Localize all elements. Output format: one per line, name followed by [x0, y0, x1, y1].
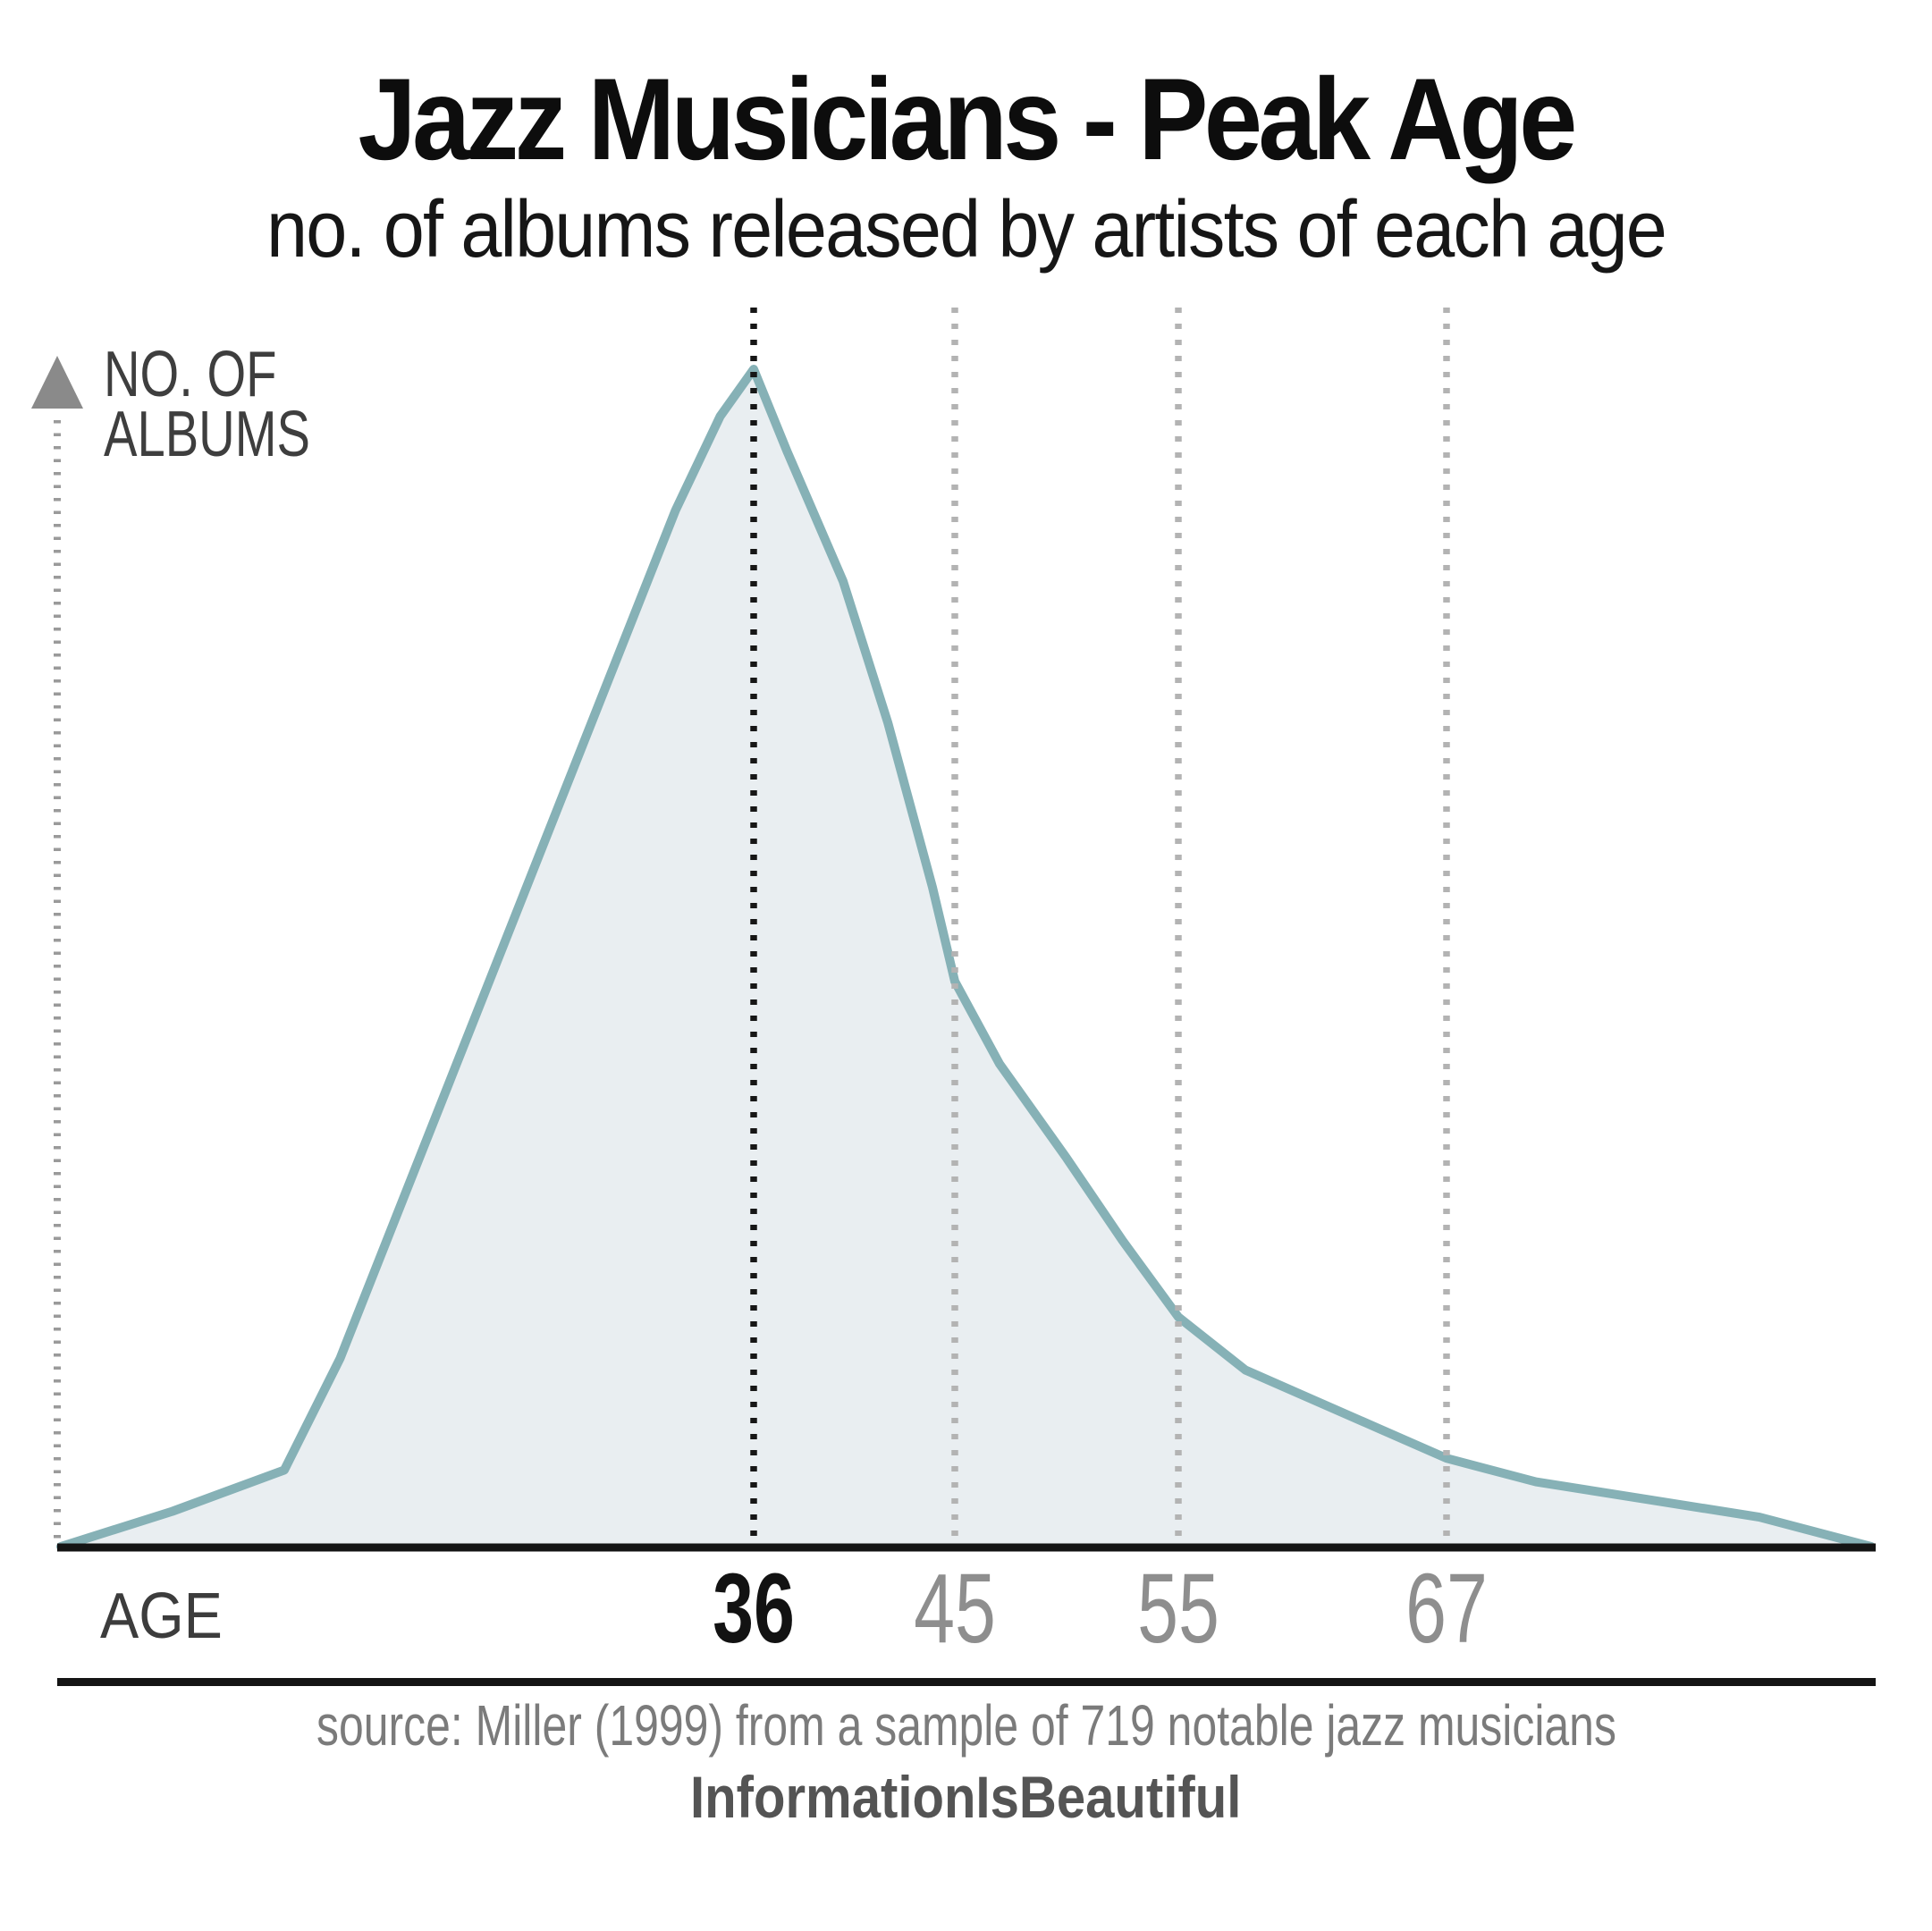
source-note: source: Miller (1999) from a sample of 7…: [0, 1692, 1932, 1758]
x-axis-label: AGE: [100, 1581, 223, 1652]
y-axis-label-line1: NO. OF: [104, 339, 277, 410]
area-fill: [61, 369, 1871, 1547]
x-tick-label-45: 45: [914, 1554, 996, 1664]
x-tick-label-36: 36: [713, 1554, 795, 1664]
page-title-text: Jazz Musicians - Peak Age: [358, 54, 1578, 184]
page-subtitle-text: no. of albums released by artists of eac…: [266, 185, 1667, 274]
page-subtitle: no. of albums released by artists of eac…: [0, 184, 1932, 276]
brand-wordmark-text: InformationIsBeautiful: [690, 1764, 1242, 1830]
footer-separator-rule: [57, 1678, 1876, 1686]
x-tick-label-55: 55: [1137, 1554, 1219, 1664]
source-note-text: source: Miller (1999) from a sample of 7…: [316, 1693, 1616, 1758]
x-tick-label-67: 67: [1405, 1554, 1488, 1664]
curve-outline: [56, 365, 1876, 1551]
page-title: Jazz Musicians - Peak Age: [0, 52, 1932, 186]
y-axis-label: NO. OF ALBUMS: [104, 339, 310, 470]
y-axis-label-line2: ALBUMS: [104, 399, 310, 470]
brand-wordmark: InformationIsBeautiful: [0, 1763, 1932, 1831]
y-axis-up-arrow-icon: [31, 356, 83, 409]
